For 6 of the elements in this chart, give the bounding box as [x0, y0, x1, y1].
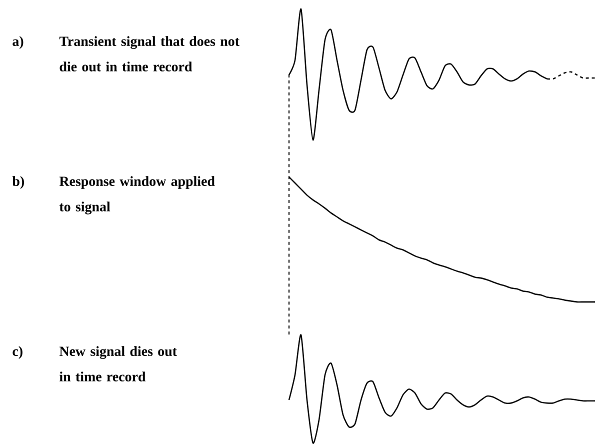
text: b): [12, 176, 24, 189]
text: a): [12, 36, 24, 49]
text: Transient signal that does not die out in time record: [59, 36, 240, 72]
text: c): [12, 346, 22, 359]
text: Response window applied to signal: [59, 176, 215, 214]
text: New signal dies out in time record: [59, 346, 177, 382]
